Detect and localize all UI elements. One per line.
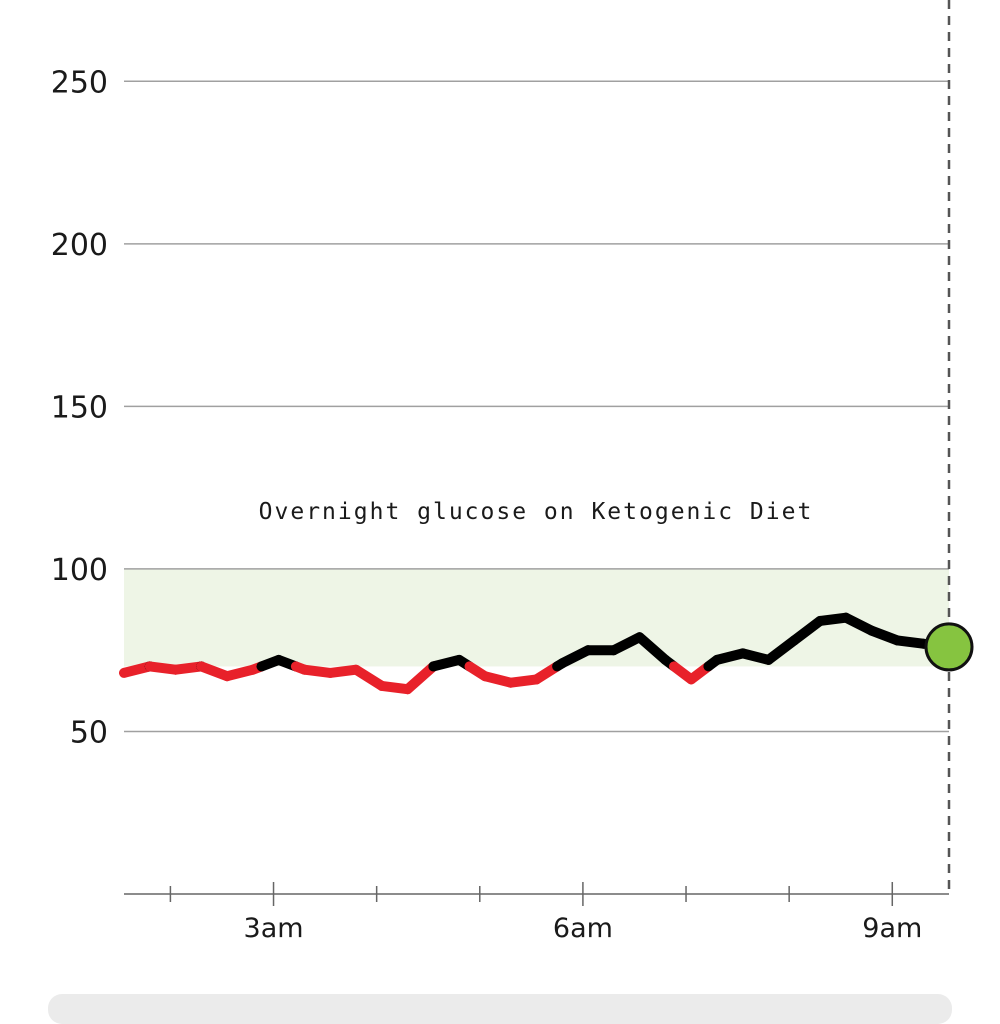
chart-title: Overnight glucose on Ketogenic Diet [259, 499, 814, 525]
glucose-chart: Overnight glucose on Ketogenic Diet 50 10… [51, 0, 974, 944]
x-tick-label: 6am [553, 913, 613, 944]
y-tick-label: 250 [51, 65, 108, 100]
y-tick-label: 150 [51, 390, 108, 425]
series-line-segment-in-range [763, 635, 800, 665]
y-tick-label: 200 [51, 228, 108, 263]
bottom-panel [48, 994, 952, 1024]
series-line-segment-low [351, 664, 387, 691]
y-tick-label: 100 [51, 553, 108, 588]
y-tick-label: 50 [70, 715, 108, 750]
x-tick-label: 9am [862, 913, 922, 944]
current-reading-point [924, 622, 974, 672]
target-range-band [124, 568, 949, 667]
series-line-segment-in-range [789, 615, 826, 646]
x-tick-label: 3am [244, 913, 304, 944]
series-line-segment-low [402, 661, 439, 695]
series-line-segment-in-range [634, 632, 671, 665]
